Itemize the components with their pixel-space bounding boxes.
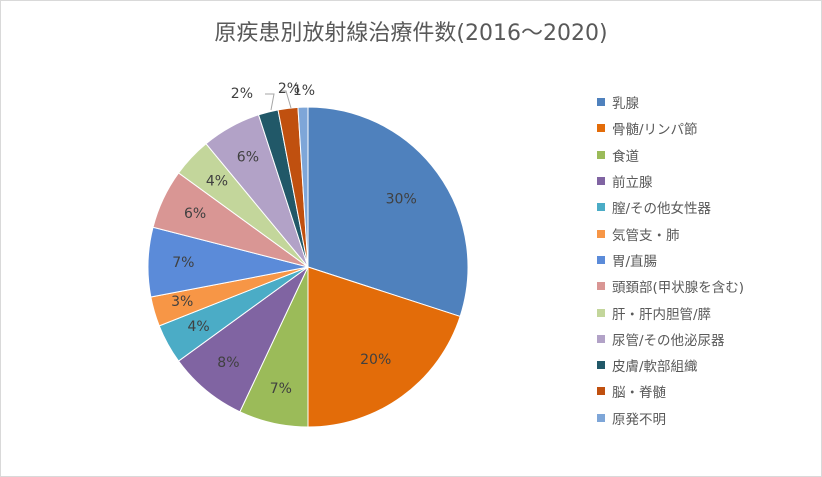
legend-label: 頭頚部(甲状腺を含む) (612, 280, 745, 297)
legend-label: 気管支・肺 (612, 227, 680, 244)
pie-slice (307, 106, 469, 318)
legend-label: 脳・脊髄 (612, 385, 666, 402)
data-label: 4% (187, 319, 209, 335)
legend-item: 前立腺 (597, 168, 807, 194)
data-label: 6% (184, 206, 206, 222)
legend-swatch (597, 150, 605, 159)
legend-label: 皮膚/軟部組織 (612, 359, 698, 376)
legend-label: 胃/直腸 (612, 253, 658, 270)
leader-line (281, 90, 292, 109)
legend-swatch (597, 203, 605, 212)
data-label: 7% (270, 381, 292, 397)
legend-item: 原発不明 (597, 405, 807, 431)
legend-swatch (597, 282, 605, 291)
data-label: 1% (293, 83, 315, 99)
data-label: 4% (206, 174, 228, 190)
legend-item: 胃/直腸 (597, 247, 807, 273)
legend-label: 骨髄/リンパ節 (612, 122, 698, 139)
data-label: 20% (360, 352, 391, 368)
legend-swatch (597, 98, 605, 107)
data-label: 2% (231, 86, 253, 102)
legend-item: 頭頚部(甲状腺を含む) (597, 273, 807, 299)
legend-label: 乳腺 (612, 96, 639, 113)
data-label: 8% (217, 355, 239, 371)
legend-swatch (597, 308, 605, 317)
legend-swatch (597, 255, 605, 264)
leader-line (265, 93, 275, 111)
legend-swatch (597, 413, 605, 422)
chart-title: 原疾患別放射線治療件数(2016～2020) (214, 21, 608, 46)
legend-item: 気管支・肺 (597, 220, 807, 246)
legend-item: 尿管/その他泌尿器 (597, 326, 807, 352)
data-label: 30% (386, 191, 417, 207)
data-label: 2% (278, 81, 300, 97)
legend-swatch (597, 177, 605, 186)
legend-swatch (597, 229, 605, 238)
legend-item: 乳腺 (597, 89, 807, 115)
legend-label: 膣/その他女性器 (612, 201, 712, 218)
legend-swatch (597, 124, 605, 133)
legend-item: 食道 (597, 142, 807, 168)
pie-slice (297, 106, 309, 268)
legend-item: 脳・脊髄 (597, 378, 807, 404)
legend-item: 肝・肝内胆管/膵 (597, 299, 807, 325)
legend-label: 尿管/その他泌尿器 (612, 332, 725, 349)
legend-item: 骨髄/リンパ節 (597, 115, 807, 141)
legend-item: 膣/その他女性器 (597, 194, 807, 220)
legend-swatch (597, 334, 605, 343)
legend-label: 前立腺 (612, 175, 653, 192)
legend-label: 原発不明 (612, 411, 666, 428)
legend-swatch (597, 361, 605, 370)
legend-item: 皮膚/軟部組織 (597, 352, 807, 378)
pie-slice (307, 266, 461, 428)
data-label: 3% (171, 294, 193, 310)
legend-label: 肝・肝内胆管/膵 (612, 306, 712, 323)
legend-swatch (597, 387, 605, 396)
legend-label: 食道 (612, 148, 639, 165)
legend: 乳腺骨髄/リンパ節 食道前立腺膣/その他女性器 気管支・肺胃/直腸頭頚部(甲状腺を含… (597, 89, 807, 431)
data-label: 6% (237, 150, 259, 166)
data-label: 7% (172, 255, 194, 271)
